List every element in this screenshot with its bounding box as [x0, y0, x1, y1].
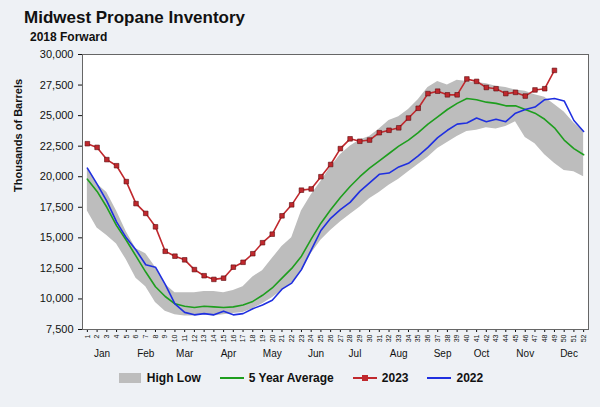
html-text:2022: 2022	[456, 371, 484, 385]
svg-text:15,000: 15,000	[40, 231, 74, 243]
html-text:High Low: High Low	[146, 371, 201, 385]
svg-text:Apr: Apr	[221, 348, 237, 359]
svg-text:28: 28	[346, 334, 353, 342]
svg-text:18: 18	[249, 334, 256, 342]
svg-text:7: 7	[142, 334, 149, 338]
svg-text:43: 43	[492, 334, 499, 342]
svg-text:37: 37	[434, 334, 441, 342]
svg-text:11: 11	[181, 334, 188, 341]
svg-text:49: 49	[551, 334, 558, 342]
svg-text:30,000: 30,000	[40, 48, 74, 60]
svg-text:42: 42	[483, 334, 490, 342]
svg-text:16: 16	[230, 334, 237, 342]
svg-text:Dec: Dec	[560, 348, 578, 359]
svg-text:15: 15	[220, 334, 227, 342]
svg-text:27: 27	[337, 334, 344, 342]
svg-text:1: 1	[84, 334, 91, 338]
svg-text:Nov: Nov	[516, 348, 534, 359]
svg-text:25,000: 25,000	[40, 109, 74, 121]
svg-text:6: 6	[132, 334, 139, 338]
svg-text:7,500: 7,500	[46, 323, 74, 335]
html-text:2018 Forward: 2018 Forward	[30, 30, 108, 44]
svg-text:20: 20	[268, 334, 275, 342]
svg-text:10,000: 10,000	[40, 292, 74, 304]
svg-text:19: 19	[259, 334, 266, 342]
svg-text:26: 26	[327, 334, 334, 342]
svg-text:52: 52	[580, 334, 587, 342]
svg-text:30: 30	[366, 334, 373, 342]
svg-text:Feb: Feb	[137, 348, 155, 359]
svg-text:Jan: Jan	[94, 348, 110, 359]
svg-text:8: 8	[152, 334, 159, 338]
html-text:5 Year Average: 5 Year Average	[248, 371, 334, 385]
svg-text:50: 50	[560, 334, 567, 342]
svg-text:23: 23	[298, 334, 305, 342]
svg-text:36: 36	[424, 334, 431, 342]
svg-text:29: 29	[356, 334, 363, 342]
svg-text:46: 46	[521, 334, 528, 342]
svg-text:13: 13	[200, 334, 207, 342]
svg-text:Sep: Sep	[434, 348, 452, 359]
svg-text:10: 10	[171, 334, 178, 342]
svg-text:20,000: 20,000	[40, 170, 74, 182]
svg-text:5: 5	[123, 334, 130, 338]
svg-text:22: 22	[288, 334, 295, 342]
svg-text:51: 51	[570, 334, 577, 342]
svg-text:Jul: Jul	[349, 348, 362, 359]
svg-text:Jun: Jun	[308, 348, 324, 359]
svg-text:17,500: 17,500	[40, 201, 74, 213]
svg-text:47: 47	[531, 334, 538, 342]
svg-text:Aug: Aug	[390, 348, 408, 359]
svg-text:41: 41	[473, 334, 480, 342]
svg-text:22,500: 22,500	[40, 140, 74, 152]
svg-text:Mar: Mar	[176, 348, 194, 359]
svg-text:3: 3	[103, 334, 110, 338]
svg-text:38: 38	[444, 334, 451, 342]
svg-text:39: 39	[453, 334, 460, 342]
svg-text:45: 45	[512, 334, 519, 342]
svg-text:Thousands of Barrels: Thousands of Barrels	[12, 79, 24, 192]
html-text:2023: 2023	[381, 371, 409, 385]
svg-text:32: 32	[385, 334, 392, 342]
svg-text:40: 40	[463, 334, 470, 342]
svg-text:Oct: Oct	[474, 348, 490, 359]
svg-text:2: 2	[93, 334, 100, 338]
svg-text:44: 44	[502, 334, 509, 342]
svg-text:12: 12	[191, 334, 198, 342]
html-text:Midwest Propane Inventory: Midwest Propane Inventory	[24, 8, 245, 27]
svg-text:27,500: 27,500	[40, 79, 74, 91]
svg-text:9: 9	[161, 334, 168, 338]
svg-text:May: May	[263, 348, 282, 359]
svg-text:24: 24	[307, 334, 314, 342]
svg-text:34: 34	[405, 334, 412, 342]
svg-text:31: 31	[376, 334, 383, 342]
svg-text:35: 35	[414, 334, 421, 342]
svg-text:14: 14	[210, 334, 217, 342]
svg-text:4: 4	[113, 334, 120, 338]
svg-text:25: 25	[317, 334, 324, 342]
svg-text:33: 33	[395, 334, 402, 342]
svg-text:21: 21	[278, 334, 285, 342]
svg-text:48: 48	[541, 334, 548, 342]
svg-text:12,500: 12,500	[40, 262, 74, 274]
svg-text:17: 17	[239, 334, 246, 342]
